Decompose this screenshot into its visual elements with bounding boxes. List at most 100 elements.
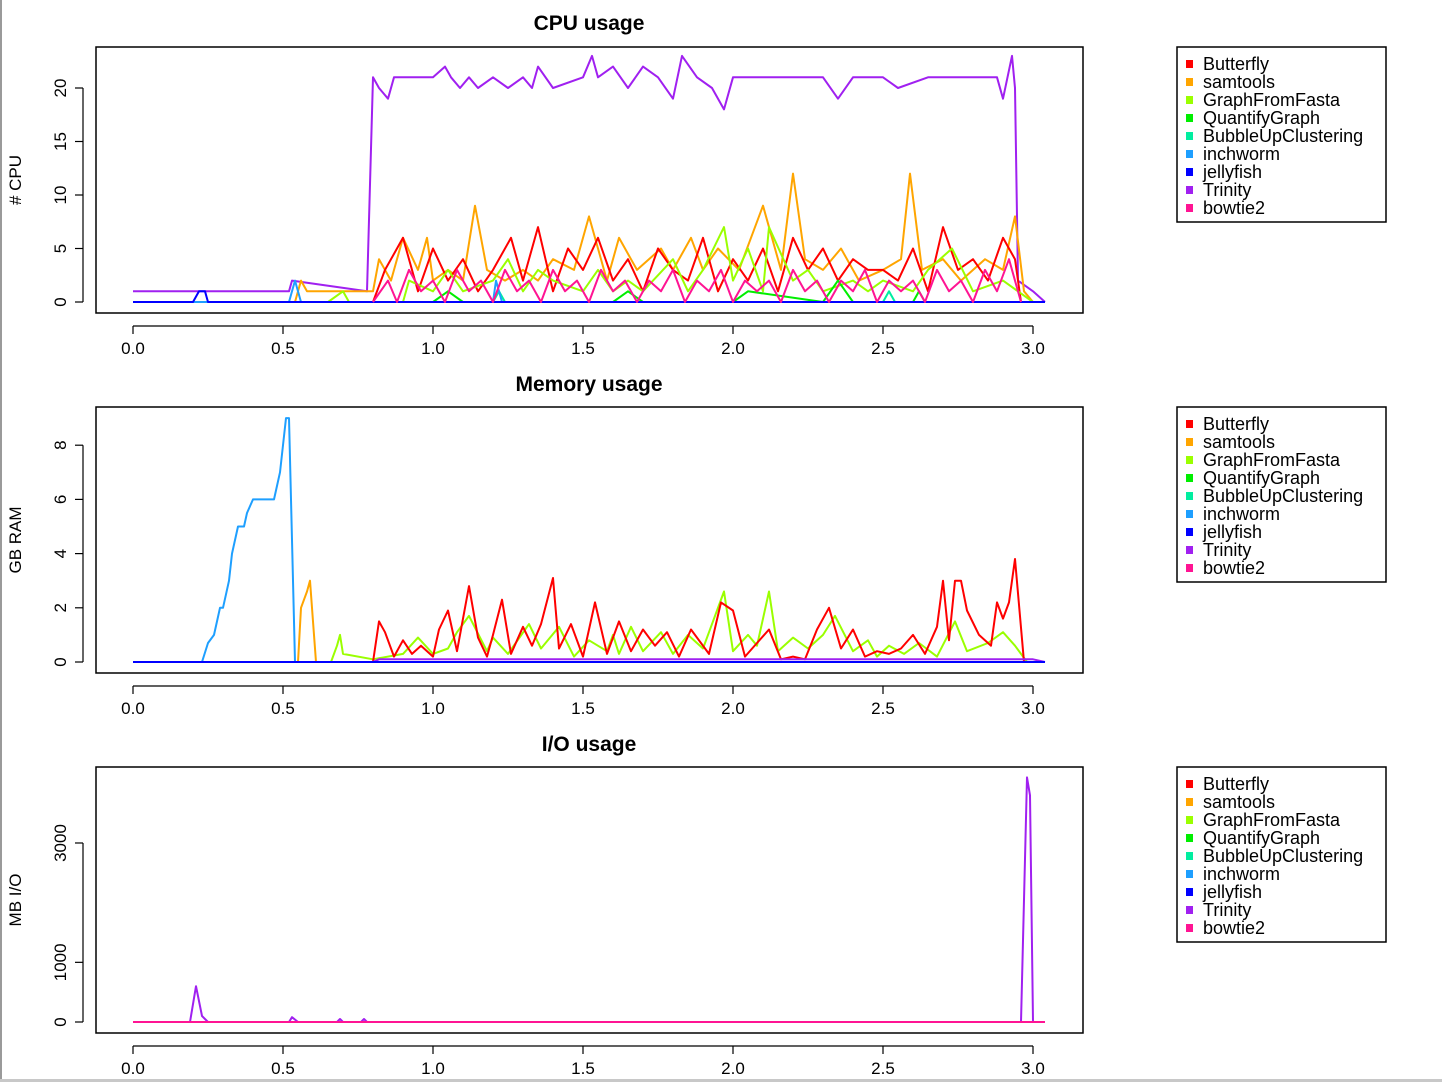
x-tick-label: 3.0 — [1021, 699, 1045, 718]
y-tick-label: 5 — [51, 244, 70, 253]
legend-swatch-quantifygraph — [1186, 834, 1193, 842]
x-tick-label: 0.0 — [121, 1059, 145, 1078]
legend-swatch-quantifygraph — [1186, 474, 1193, 482]
legend-label-graphfromfasta: GraphFromFasta — [1203, 90, 1341, 110]
legend-label-trinity: Trinity — [1203, 900, 1251, 920]
plot-border — [95, 46, 1084, 314]
y-tick-label: 2 — [51, 603, 70, 612]
legend-label-samtools: samtools — [1203, 72, 1275, 92]
legend: ButterflysamtoolsGraphFromFastaQuantifyG… — [1176, 766, 1387, 943]
y-tick-label: 15 — [51, 132, 70, 151]
legend-swatch-trinity — [1186, 546, 1193, 554]
legend-label-graphfromfasta: GraphFromFasta — [1203, 450, 1341, 470]
x-tick-label: 0.0 — [121, 699, 145, 718]
x-tick-label: 1.5 — [571, 699, 595, 718]
y-tick-label: 0 — [51, 657, 70, 666]
legend-label-butterfly: Butterfly — [1203, 774, 1269, 794]
legend-swatch-quantifygraph — [1186, 114, 1193, 122]
series-line-butterfly — [372, 558, 1025, 663]
series-group — [133, 417, 1046, 663]
window-left-edge — [0, 0, 2, 1082]
legend-label-inchworm: inchworm — [1203, 504, 1280, 524]
legend-label-quantifygraph: QuantifyGraph — [1203, 468, 1320, 488]
y-tick-label: 8 — [51, 440, 70, 449]
legend-label-butterfly: Butterfly — [1203, 414, 1269, 434]
series-line-trinity — [133, 54, 1046, 303]
legend-label-quantifygraph: QuantifyGraph — [1203, 828, 1320, 848]
legend: ButterflysamtoolsGraphFromFastaQuantifyG… — [1176, 406, 1387, 583]
series-line-graphfromfasta — [298, 226, 1034, 303]
chart-title: CPU usage — [534, 12, 645, 35]
legend-label-graphfromfasta: GraphFromFasta — [1203, 810, 1341, 830]
x-tick-label: 1.5 — [571, 339, 595, 358]
y-axis: 0 2 4 6 8 — [51, 440, 84, 667]
legend-label-trinity: Trinity — [1203, 540, 1251, 560]
series-line-quantifygraph — [373, 279, 1033, 303]
y-tick-label: 0 — [51, 297, 70, 306]
legend-swatch-bubbleupclustering — [1186, 852, 1193, 860]
y-tick-label: 6 — [51, 495, 70, 504]
y-tick-label: 0 — [51, 1017, 70, 1026]
y-axis-label: GB RAM — [6, 506, 25, 573]
x-tick-label: 2.5 — [871, 339, 895, 358]
series-line-bowtie2 — [372, 258, 1022, 303]
legend-label-butterfly: Butterfly — [1203, 54, 1269, 74]
legend-label-bubbleupclustering: BubbleUpClustering — [1203, 126, 1363, 146]
legend-label-bowtie2: bowtie2 — [1203, 558, 1265, 578]
series-group — [133, 54, 1046, 303]
series-line-samtools — [133, 172, 1034, 303]
legend-label-jellyfish: jellyfish — [1202, 882, 1262, 902]
legend-swatch-graphfromfasta — [1186, 456, 1193, 464]
legend-swatch-inchworm — [1186, 510, 1193, 518]
y-axis: 0 1000 3000 — [51, 824, 84, 1027]
legend-swatch-bubbleupclustering — [1186, 132, 1193, 140]
y-tick-label: 20 — [51, 79, 70, 98]
y-tick-label: 3000 — [51, 824, 70, 862]
y-tick-label: 10 — [51, 186, 70, 205]
legend-swatch-graphfromfasta — [1186, 96, 1193, 104]
legend-swatch-inchworm — [1186, 870, 1193, 878]
legend-label-jellyfish: jellyfish — [1202, 522, 1262, 542]
legend-swatch-inchworm — [1186, 150, 1193, 158]
series-line-inchworm — [133, 417, 1045, 663]
chart-title: I/O usage — [542, 733, 637, 756]
legend-swatch-bowtie2 — [1186, 564, 1193, 572]
x-tick-label: 1.0 — [421, 339, 445, 358]
chart-panel-1: CPU usage # CPU 0.0 0.5 1.0 1.5 2.0 2.5 3.0 0 5 10 1… — [6, 12, 1387, 358]
y-tick-label: 4 — [51, 549, 70, 558]
series-line-trinity — [133, 776, 1045, 1023]
legend-swatch-samtools — [1186, 438, 1193, 446]
x-tick-label: 0.5 — [271, 699, 295, 718]
legend-label-bowtie2: bowtie2 — [1203, 198, 1265, 218]
x-tick-label: 1.0 — [421, 1059, 445, 1078]
legend-swatch-samtools — [1186, 798, 1193, 806]
plot-border — [95, 406, 1084, 674]
legend-swatch-trinity — [1186, 186, 1193, 194]
legend-label-trinity: Trinity — [1203, 180, 1251, 200]
legend-box — [1176, 766, 1387, 943]
x-tick-label: 2.5 — [871, 699, 895, 718]
x-tick-label: 1.0 — [421, 699, 445, 718]
chart-title: Memory usage — [515, 373, 662, 396]
legend: ButterflysamtoolsGraphFromFastaQuantifyG… — [1176, 46, 1387, 223]
legend-label-quantifygraph: QuantifyGraph — [1203, 108, 1320, 128]
series-line-bubbleupclustering — [373, 290, 1033, 303]
legend-swatch-butterfly — [1186, 420, 1193, 428]
y-axis-label: # CPU — [6, 155, 25, 205]
y-axis: 0 5 10 15 20 — [51, 79, 84, 307]
x-tick-label: 3.0 — [1021, 339, 1045, 358]
x-tick-label: 0.5 — [271, 339, 295, 358]
legend-label-jellyfish: jellyfish — [1202, 162, 1262, 182]
series-group — [133, 776, 1045, 1023]
x-tick-label: 2.0 — [721, 339, 745, 358]
legend-swatch-butterfly — [1186, 60, 1193, 68]
x-axis: 0.0 0.5 1.0 1.5 2.0 2.5 3.0 — [121, 685, 1045, 718]
window-bottom-edge — [0, 1079, 1442, 1082]
legend-swatch-jellyfish — [1186, 528, 1193, 536]
legend-label-samtools: samtools — [1203, 432, 1275, 452]
legend-label-bowtie2: bowtie2 — [1203, 918, 1265, 938]
legend-swatch-bowtie2 — [1186, 924, 1193, 932]
legend-swatch-bubbleupclustering — [1186, 492, 1193, 500]
